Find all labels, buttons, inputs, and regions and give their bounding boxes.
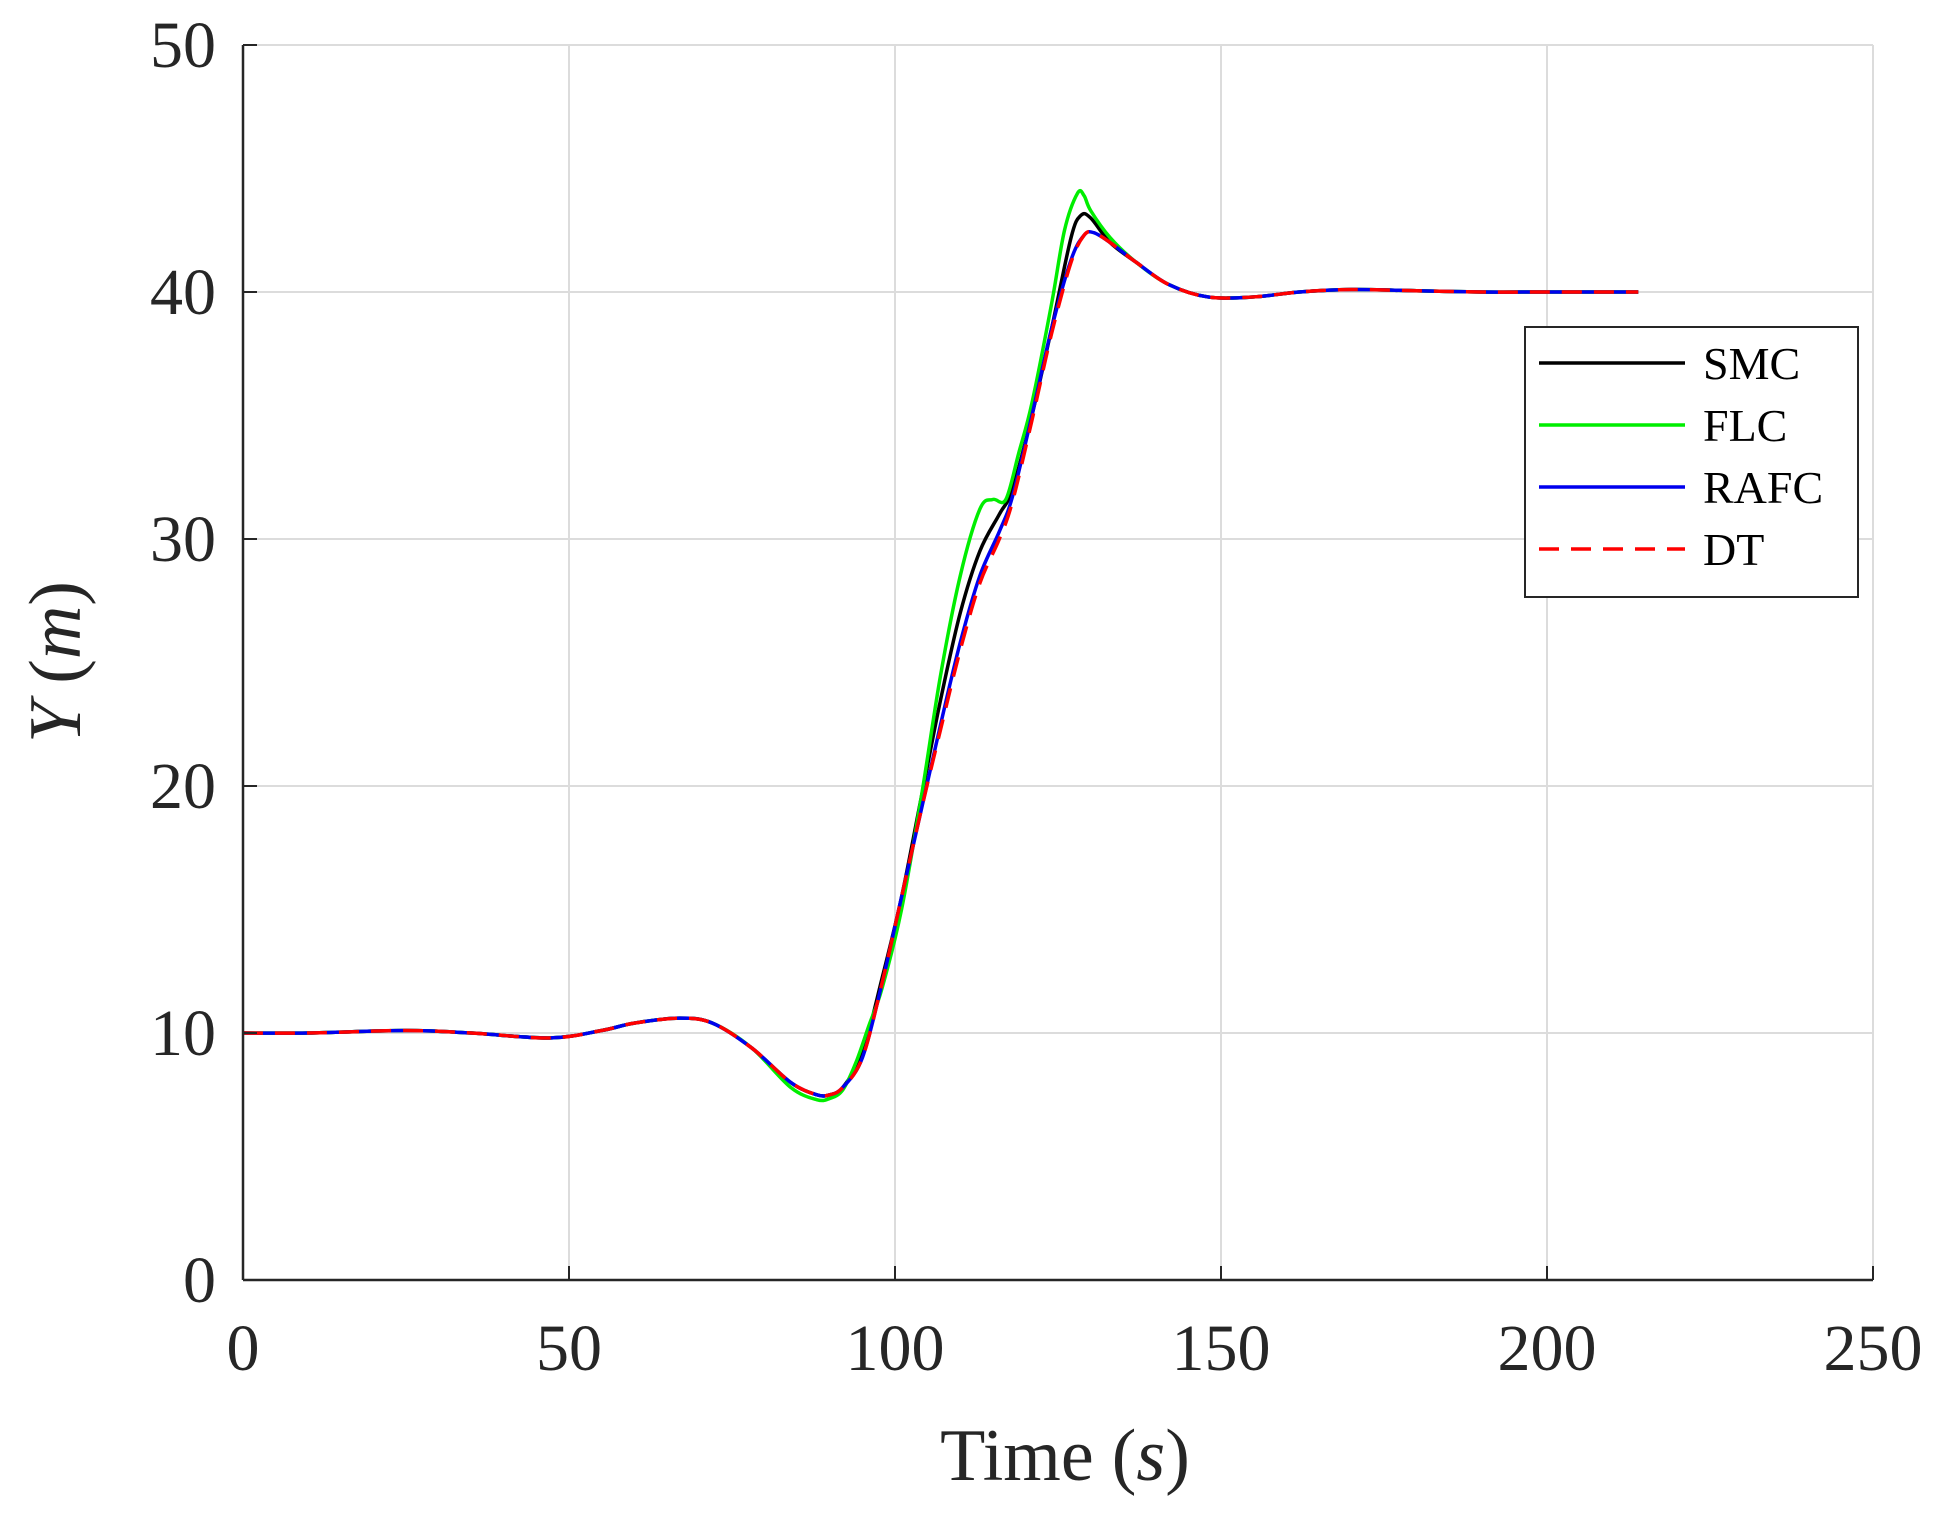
x-axis-title-text: Time: [940, 1415, 1094, 1497]
series-line-smc: [242, 211, 1639, 1098]
series-line-flc: [242, 188, 1639, 1103]
legend-label-smc: SMC: [1703, 338, 1800, 389]
y-tick-label: 20: [150, 750, 216, 823]
y-tick-label: 40: [150, 256, 216, 329]
y-tick-label: 50: [150, 9, 216, 82]
x-tick-label: 50: [536, 1312, 602, 1385]
series-lines: [242, 188, 1639, 1103]
x-axis-unit: s: [1136, 1415, 1165, 1497]
y-axis-title: Y(m): [15, 581, 97, 743]
x-tick-label: 0: [227, 1312, 260, 1385]
legend-label-dt: DT: [1703, 524, 1764, 575]
x-tick-label: 200: [1498, 1312, 1597, 1385]
x-axis-title: Time (s): [940, 1415, 1190, 1497]
y-axis-unit: m: [15, 606, 97, 659]
y-tick-label: 30: [150, 503, 216, 576]
x-tick-label: 150: [1172, 1312, 1271, 1385]
axes: [241, 44, 1874, 1282]
legend: SMC FLC RAFC DT: [1524, 326, 1859, 598]
y-axis-title-text: Y: [15, 695, 97, 743]
series-line-dt: [242, 229, 1639, 1098]
x-tick-label: 250: [1824, 1312, 1923, 1385]
series-line-rafc: [242, 230, 1639, 1098]
legend-label-rafc: RAFC: [1703, 462, 1823, 513]
grid-lines: [242, 44, 1874, 1281]
x-tick-label: 100: [846, 1312, 945, 1385]
y-tick-label: 10: [150, 997, 216, 1070]
legend-box: [1524, 326, 1859, 598]
legend-label-flc: FLC: [1703, 400, 1787, 451]
y-tick-label: 0: [183, 1244, 216, 1317]
x-tick-labels: 0 50 100 150 200 250: [227, 1312, 1923, 1385]
y-tick-labels: 0 10 20 30 40 50: [150, 9, 216, 1317]
